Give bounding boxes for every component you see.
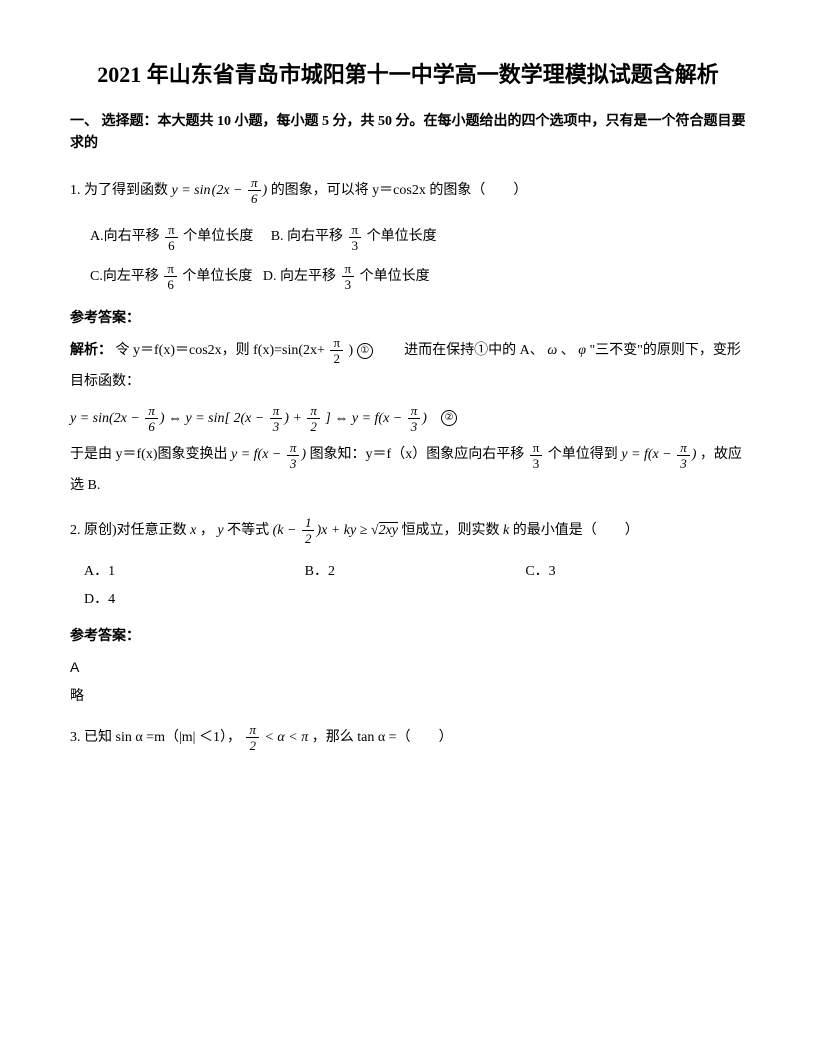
q1-sol-g: 于是由 y＝f(x)图象变换出 (70, 447, 231, 462)
q1-sol-d: 进而在保持①中的 A、 (376, 343, 544, 358)
q3-range: π2 < α < π (244, 730, 308, 745)
circled-1-icon: ① (357, 343, 373, 359)
q1-stem-b: 的图象，可以将 y＝cos2x 的图象（ ） (271, 183, 528, 198)
q2-optB: B．2 (305, 561, 526, 583)
q1-optD-a: D. 向左平移 (263, 269, 340, 284)
q2-options: A．1 B．2 C．3 (84, 561, 746, 583)
q2-optA: A．1 (84, 561, 305, 583)
q1-optC-a: C.向左平移 (90, 269, 162, 284)
q2-y: y (217, 523, 223, 538)
circled-2-icon: ② (441, 410, 457, 426)
section-heading: 一、 选择题：本大题共 10 小题，每小题 5 分，共 50 分。在每小题给出的… (70, 111, 746, 156)
omega-symbol: ω (547, 343, 557, 358)
pi-over-6-icon: π6 (164, 262, 177, 291)
fx-minus-pi3b: y = f(x − π3) (621, 447, 696, 462)
q1-optC-b: 个单位长度 (182, 269, 252, 284)
q2-stem-b: 不等式 (227, 523, 273, 538)
pi-over-3-icon: π3 (342, 262, 355, 291)
pi-over-6-icon: π6 (165, 223, 178, 252)
fx-minus-pi3: y = f(x − π3) (231, 447, 306, 462)
q1-solution-line3: 于是由 y＝f(x)图象变换出 y = f(x − π3) 图象知：y＝f（x）… (70, 440, 746, 502)
q2-brief: 略 (70, 686, 746, 708)
q2-stem: 2. 原创)对任意正数 x ， y 不等式 (k − 12)x + ky ≥ √… (70, 516, 746, 547)
q1-sol-b: 令 y＝f(x)＝cos2x，则 f(x)=sin(2x+ (116, 343, 329, 358)
q1-solution-line2: y = sin(2x − π6) ⇔ y = sin[ 2(x − π3) + … (70, 404, 746, 435)
q1-optA-b: 个单位长度 (183, 229, 253, 244)
solution-label: 解析： (70, 343, 112, 358)
q3-stem-a: 3. 已知 sin α =m（|m| ＜1）， (70, 730, 241, 745)
phi-symbol: φ (578, 343, 586, 358)
q1-transform-formula: y = sin(2x − π6) ⇔ y = sin[ 2(x − π3) + … (70, 411, 430, 426)
q2-optC: C．3 (525, 561, 746, 583)
q1-ref-label: 参考答案： (70, 308, 746, 330)
q1-stem: 1. 为了得到函数 y = sin (2x − π6) 的图象，可以将 y＝co… (70, 176, 746, 207)
q2-answer: A (70, 656, 746, 678)
q1-optA-a: A.向右平移 (90, 229, 163, 244)
q2-ref-label: 参考答案： (70, 626, 746, 648)
q2-stem-a: 2. 原创)对任意正数 (70, 523, 190, 538)
q2-stem-d: 的最小值是（ ） (513, 523, 639, 538)
q1-sol-e: 、 (561, 343, 575, 358)
q1-optB-a: B. 向右平移 (271, 229, 347, 244)
q1-solution: 解析： 令 y＝f(x)＝cos2x，则 f(x)=sin(2x+ π2 ) ①… (70, 336, 746, 398)
q1-options: A.向右平移 π6 个单位长度 B. 向右平移 π3 个单位长度 C.向左平移 … (90, 220, 746, 293)
q1-optD-b: 个单位长度 (360, 269, 430, 284)
q1-optB-b: 个单位长度 (367, 229, 437, 244)
q2-k: k (503, 523, 509, 538)
pi-over-3-icon: π3 (349, 223, 362, 252)
q2-stem-c: 恒成立，则实数 (402, 523, 504, 538)
q2-x: x (190, 523, 196, 538)
q3-stem: 3. 已知 sin α =m（|m| ＜1）， π2 < α < π ，那么 t… (70, 723, 746, 754)
pi-over-3-icon: π3 (530, 441, 543, 470)
q1-sol-i: 个单位得到 (548, 447, 622, 462)
q1-sol-c: ) (349, 343, 357, 358)
q2-sep: ， (200, 523, 214, 538)
pi-over-2-icon: π2 (330, 336, 343, 365)
q2-optD: D．4 (84, 589, 746, 611)
q3-stem-b: ，那么 tan α =（ ） (312, 730, 453, 745)
page-title: 2021 年山东省青岛市城阳第十一中学高一数学理模拟试题含解析 (70, 60, 746, 91)
q1-sol-h: 图象知：y＝f（x）图象应向右平移 (310, 447, 528, 462)
q1-stem-a: 1. 为了得到函数 (70, 183, 172, 198)
q2-formula: (k − 12)x + ky ≥ √2xy (273, 523, 398, 538)
q1-formula: y = sin (2x − π6) (172, 183, 268, 198)
